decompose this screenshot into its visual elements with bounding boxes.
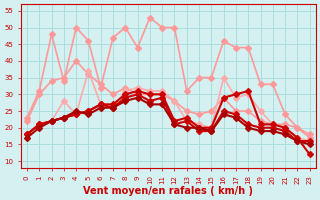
X-axis label: Vent moyen/en rafales ( km/h ): Vent moyen/en rafales ( km/h )	[83, 186, 253, 196]
